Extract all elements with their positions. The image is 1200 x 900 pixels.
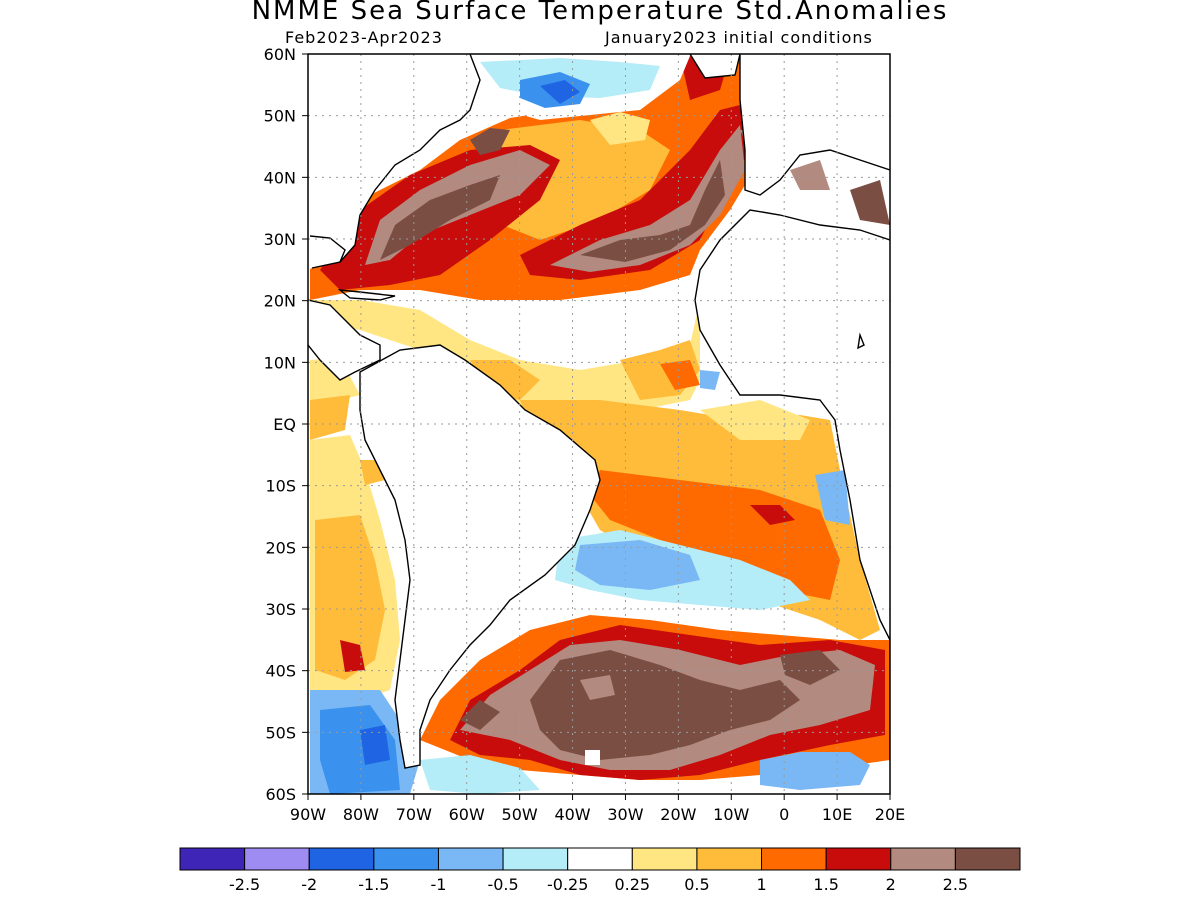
colorbar-swatch bbox=[308, 847, 375, 871]
coastlines bbox=[308, 54, 890, 769]
lat-tick-label: 60N bbox=[264, 45, 296, 64]
colorbar-label: -0.5 bbox=[487, 875, 518, 894]
colorbar-swatch bbox=[502, 847, 569, 871]
colorbar-label: -2.5 bbox=[229, 875, 260, 894]
colorbar: -2.5 -2 -1.5 -1 -0.5 -0.25 0.25 0.5 1 1.5 2 2.5 bbox=[179, 847, 1021, 894]
colorbar-swatch bbox=[437, 847, 504, 871]
lon-tick-label: 30W bbox=[607, 805, 643, 824]
n-atl-tan-east bbox=[550, 125, 745, 272]
africa-land bbox=[695, 210, 890, 640]
lon-tick-label: 60W bbox=[449, 805, 485, 824]
lon-tick-label: 20E bbox=[875, 805, 905, 824]
colorbar-swatch bbox=[373, 847, 439, 871]
colorbar-label: 2 bbox=[886, 875, 896, 894]
lon-tick-label: 0 bbox=[779, 805, 789, 824]
colorbar-label: -2 bbox=[301, 875, 317, 894]
lon-tick-label: 10E bbox=[822, 805, 852, 824]
colorbar-swatch bbox=[567, 847, 633, 871]
lat-tick-label: 10N bbox=[264, 353, 296, 372]
lat-tick-label: 30S bbox=[265, 600, 296, 619]
graticule bbox=[308, 54, 890, 794]
colorbar-swatch bbox=[890, 847, 956, 871]
lon-tick-label: 90W bbox=[290, 805, 326, 824]
colorbar-swatch bbox=[954, 847, 1021, 871]
initial-conditions: January2023 initial conditions bbox=[605, 28, 873, 47]
lat-tick-label: 50S bbox=[265, 723, 296, 742]
colorbar-label: 0.25 bbox=[614, 875, 650, 894]
lon-tick-label: 10W bbox=[713, 805, 749, 824]
colorbar-swatch bbox=[825, 847, 892, 871]
south-america-land bbox=[360, 345, 600, 768]
lat-tick-label: 20N bbox=[264, 292, 296, 311]
lon-tick-label: 50W bbox=[502, 805, 538, 824]
lon-tick-label: 70W bbox=[396, 805, 432, 824]
land-mask bbox=[308, 54, 890, 768]
colorbar-label: -1.5 bbox=[358, 875, 389, 894]
forecast-period: Feb2023-Apr2023 bbox=[285, 28, 443, 47]
colorbar-label: -1 bbox=[430, 875, 446, 894]
anomaly-field bbox=[308, 54, 890, 794]
lat-tick-label: 20S bbox=[265, 538, 296, 557]
colorbar-swatch bbox=[696, 847, 763, 871]
colorbar-swatch bbox=[179, 847, 246, 871]
map-title: NMME Sea Surface Temperature Std.Anomali… bbox=[251, 0, 949, 26]
lon-tick-label: 40W bbox=[554, 805, 590, 824]
lat-tick-label: 30N bbox=[264, 230, 296, 249]
tropical-n-white bbox=[430, 305, 640, 355]
lat-tick-label: 60S bbox=[265, 785, 296, 804]
lat-tick-label: 50N bbox=[264, 107, 296, 126]
colorbar-label: -0.25 bbox=[547, 875, 588, 894]
colorbar-label: 2.5 bbox=[943, 875, 968, 894]
lat-tick-label: 40S bbox=[265, 662, 296, 681]
axis-ticks: 60N 50N 40N 30N 20N 10N EQ 10S 20S 30S 40S 50S 60S90… bbox=[264, 45, 906, 824]
lat-tick-label: EQ bbox=[273, 415, 296, 434]
colorbar-label: 1.5 bbox=[813, 875, 838, 894]
colorbar-swatch bbox=[761, 847, 827, 871]
lat-tick-label: 40N bbox=[264, 168, 296, 187]
lon-tick-label: 80W bbox=[343, 805, 379, 824]
lat-tick-label: 10S bbox=[265, 477, 296, 496]
colorbar-label: 1 bbox=[756, 875, 766, 894]
colorbar-swatch bbox=[244, 847, 310, 871]
colorbar-label: 0.5 bbox=[684, 875, 709, 894]
colorbar-swatch bbox=[631, 847, 698, 871]
lon-tick-label: 20W bbox=[660, 805, 696, 824]
